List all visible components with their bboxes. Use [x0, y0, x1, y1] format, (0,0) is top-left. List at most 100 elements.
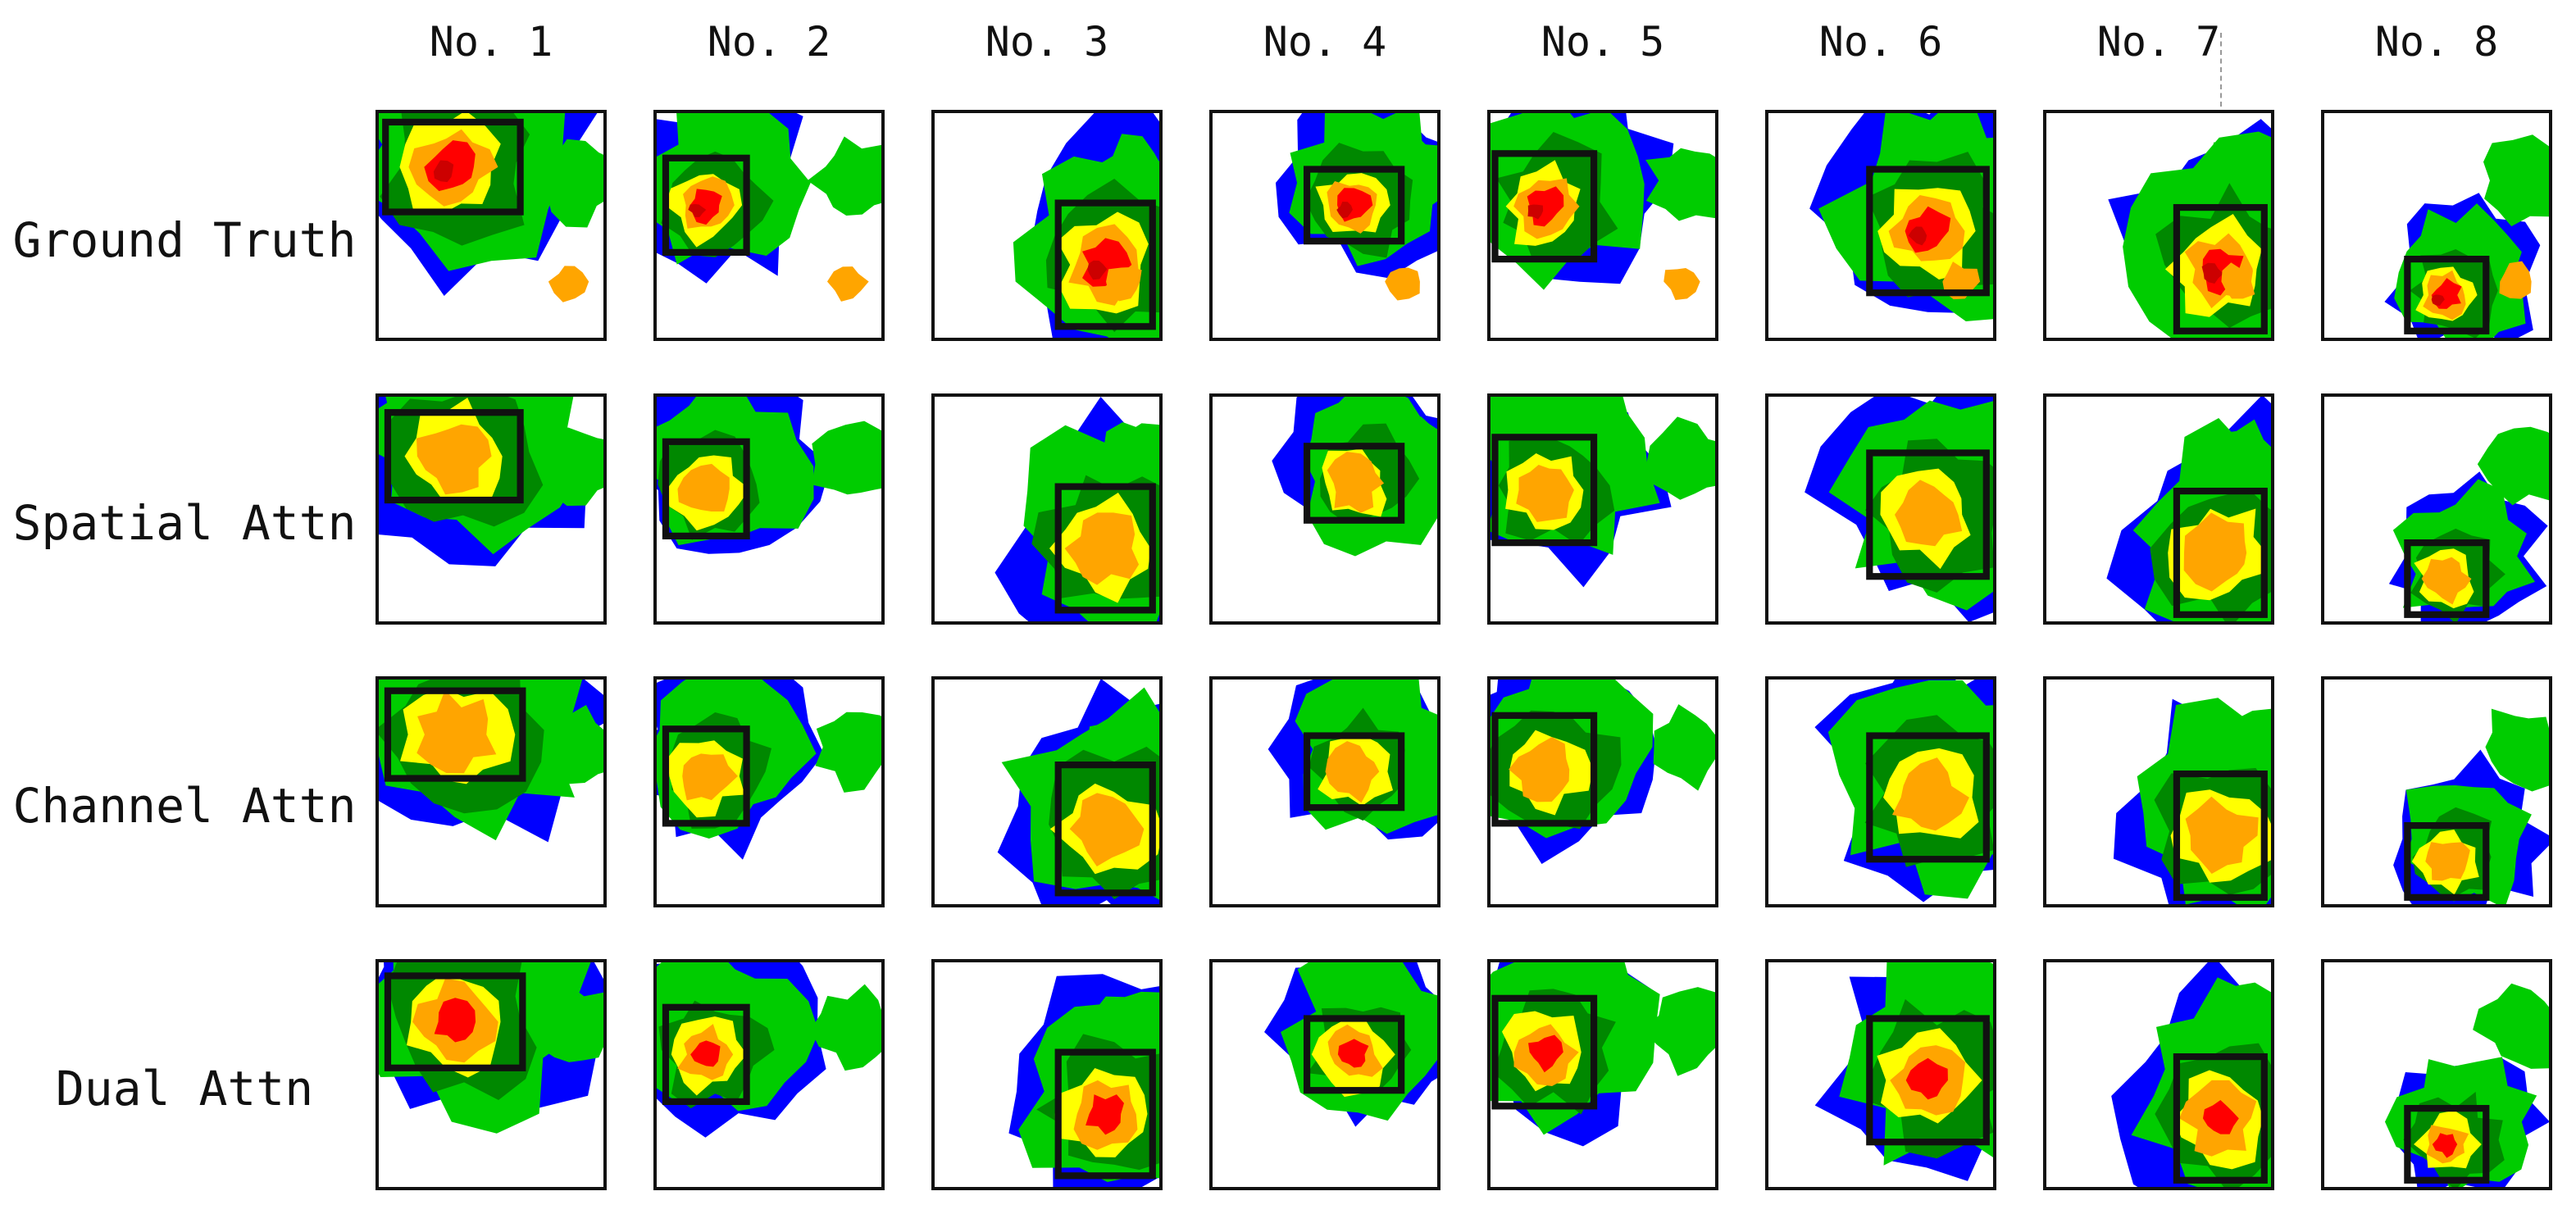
- echo-orange: [2183, 512, 2247, 592]
- echo-dark-red: [1087, 260, 1108, 280]
- focus-box: [1303, 166, 1405, 245]
- radar-panel-r1-c1: [375, 110, 607, 341]
- row-label-ground-truth: Ground Truth: [12, 212, 357, 268]
- dashed-guide-line: [2220, 33, 2222, 107]
- echo-light-green: [2483, 134, 2549, 227]
- radar-panel-r4-c7: [2043, 959, 2274, 1190]
- focus-box: [1054, 483, 1156, 614]
- radar-echo-map: [657, 680, 881, 860]
- focus-box: [1303, 1015, 1405, 1094]
- radar-panel-r1-c2: [653, 110, 885, 341]
- radar-panel-r3-c3: [931, 676, 1163, 907]
- focus-box: [1491, 712, 1598, 827]
- echo-orange: [1509, 737, 1570, 803]
- column-header-1: No. 1: [429, 18, 553, 66]
- row-label-spatial-attn: Spatial Attn: [12, 495, 357, 551]
- radar-echo-map: [1264, 962, 1437, 1127]
- radar-panel-r1-c3: [931, 110, 1163, 341]
- radar-echo-map: [2384, 134, 2549, 338]
- focus-box: [2173, 770, 2268, 901]
- echo-red: [1528, 1034, 1563, 1073]
- radar-panel-r4-c1: [375, 959, 607, 1190]
- radar-echo-map: [1809, 113, 1993, 321]
- radar-panel-r3-c1: [375, 676, 607, 907]
- echo-dark-red: [2431, 294, 2445, 307]
- focus-box: [1054, 1048, 1156, 1180]
- echo-light-green: [1645, 148, 1715, 221]
- echo-red: [2202, 1099, 2239, 1134]
- echo-orange: [1894, 480, 1963, 547]
- echo-orange: [1064, 512, 1140, 585]
- echo-orange: [677, 463, 730, 512]
- radar-echo-map: [657, 962, 881, 1138]
- echo-dark-red: [1908, 226, 1927, 246]
- radar-panel-r4-c5: [1487, 959, 1718, 1190]
- radar-panel-r1-c8: [2321, 110, 2552, 341]
- focus-box: [1866, 166, 1990, 297]
- echo-light-green: [2473, 983, 2549, 1069]
- radar-panel-r1-c4: [1209, 110, 1440, 341]
- radar-echo-map: [1491, 680, 1715, 864]
- echo-red: [690, 1040, 721, 1067]
- echo-orange: [682, 753, 738, 801]
- focus-box: [2404, 255, 2490, 334]
- radar-echo-map: [994, 397, 1159, 621]
- focus-box: [2404, 1104, 2490, 1184]
- echo-light-green: [812, 421, 881, 495]
- echo-orange: [2421, 557, 2472, 605]
- echo-light-green: [1641, 987, 1715, 1076]
- echo-red: [1337, 1039, 1369, 1068]
- radar-panel-r4-c3: [931, 959, 1163, 1190]
- radar-panel-r2-c4: [1209, 393, 1440, 625]
- radar-echo-map: [657, 397, 881, 554]
- radar-panel-r1-c5: [1487, 110, 1718, 341]
- radar-echo-map: [1275, 113, 1437, 301]
- echo-dark-red: [1527, 204, 1544, 220]
- column-header-2: No. 2: [707, 18, 831, 66]
- radar-panel-r2-c2: [653, 393, 885, 625]
- radar-echo-map: [997, 680, 1159, 904]
- focus-box: [2404, 821, 2490, 901]
- focus-box: [662, 725, 750, 827]
- echo-light-green: [810, 984, 881, 1071]
- radar-echo-map: [2388, 426, 2549, 621]
- echo-dark-red: [433, 160, 454, 183]
- radar-panel-r3-c4: [1209, 676, 1440, 907]
- echo-red: [1085, 1094, 1124, 1135]
- echo-light-green: [1653, 704, 1715, 791]
- focus-box: [1491, 150, 1598, 263]
- radar-panel-r3-c7: [2043, 676, 2274, 907]
- radar-echo-map: [2113, 698, 2271, 904]
- focus-box: [1491, 434, 1598, 547]
- focus-box: [1303, 443, 1405, 524]
- focus-box: [662, 1003, 750, 1105]
- echo-red: [1905, 1057, 1948, 1100]
- echo-light-green: [807, 136, 881, 216]
- focus-box: [2404, 539, 2490, 618]
- radar-echo-map: [1491, 397, 1715, 588]
- echo-light-green: [539, 982, 603, 1062]
- focus-box: [1054, 762, 1156, 897]
- focus-box: [1866, 449, 1990, 580]
- echo-orange: [1325, 741, 1380, 803]
- echo-orange: [1891, 757, 1969, 831]
- focus-box: [1054, 199, 1156, 330]
- radar-echo-map: [1814, 680, 1993, 903]
- radar-panel-r4-c6: [1765, 959, 1996, 1190]
- column-header-7: No. 7: [2096, 18, 2221, 66]
- column-header-3: No. 3: [985, 18, 1109, 66]
- focus-box: [384, 972, 526, 1071]
- echo-red: [2432, 1133, 2458, 1158]
- echo-light-green: [2485, 708, 2549, 792]
- radar-panel-r2-c1: [375, 393, 607, 625]
- radar-panel-r3-c2: [653, 676, 885, 907]
- radar-panel-r2-c7: [2043, 393, 2274, 625]
- focus-box: [384, 409, 524, 504]
- radar-echo-map: [657, 113, 881, 302]
- focus-box: [384, 687, 526, 782]
- echo-orange: [2221, 262, 2255, 299]
- radar-panel-r3-c6: [1765, 676, 1996, 907]
- echo-orange: [2425, 842, 2470, 881]
- echo-light-green: [531, 427, 603, 507]
